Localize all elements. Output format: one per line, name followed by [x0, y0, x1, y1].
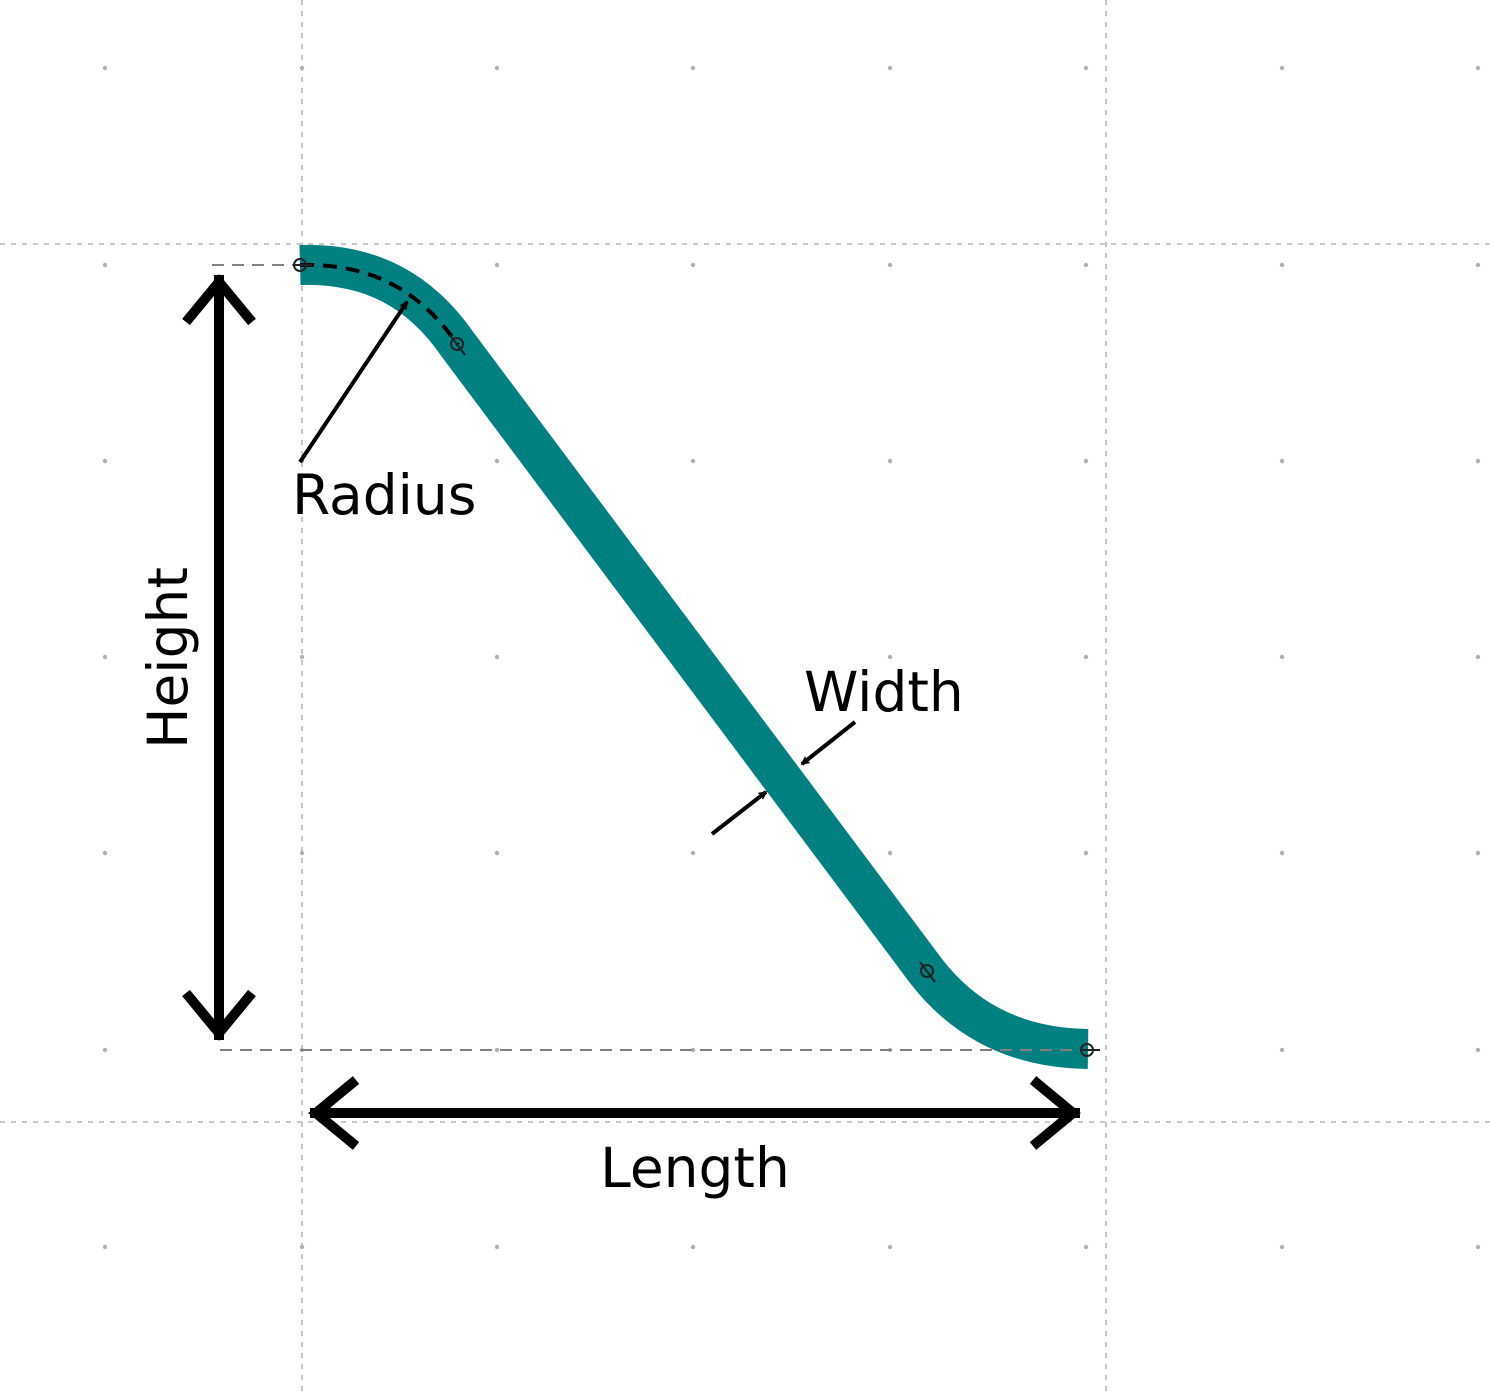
- height-arrow: [182, 274, 256, 1041]
- length-arrow-head-right: [1029, 1076, 1081, 1150]
- control-point-upper-bend-tick: [449, 334, 466, 356]
- grid-dot: [494, 1244, 500, 1250]
- grid-dot: [1475, 458, 1481, 464]
- grid-dot: [494, 262, 500, 268]
- guide-lines: [212, 264, 1100, 1051]
- grid-dot: [494, 1047, 500, 1053]
- grid-dot: [1083, 654, 1089, 660]
- control-point-lower-bend: [920, 964, 934, 978]
- grid-dot: [690, 262, 696, 268]
- grid-dot: [1475, 654, 1481, 660]
- grid-dot: [102, 654, 108, 660]
- width-pointer-upper: [802, 720, 857, 766]
- grid-dot: [887, 262, 893, 268]
- grid-dot: [1279, 262, 1285, 268]
- grid-dot: [1279, 1047, 1285, 1053]
- grid-dot: [1279, 654, 1285, 660]
- grid-dot: [887, 1244, 893, 1250]
- width-label: Width: [804, 660, 964, 724]
- grid-dot: [494, 850, 500, 856]
- grid-dot: [1475, 1047, 1481, 1053]
- control-point-upper-bend: [450, 337, 464, 351]
- grid-dot: [1475, 65, 1481, 71]
- grid-dot: [690, 850, 696, 856]
- control-point-lower-bend-tick: [919, 961, 936, 983]
- height-arrow-head-bottom: [182, 989, 256, 1041]
- grid-dot: [1083, 262, 1089, 268]
- grid-dot: [1475, 850, 1481, 856]
- radius-pointer-arrow: [298, 302, 409, 464]
- grid-dot: [887, 850, 893, 856]
- grid-dot: [1083, 850, 1089, 856]
- grid-dot: [1279, 850, 1285, 856]
- grid-dot: [1083, 458, 1089, 464]
- grid-dot: [1279, 65, 1285, 71]
- grid-dot: [299, 1244, 305, 1250]
- grid-dot: [887, 458, 893, 464]
- grid-dot: [690, 1244, 696, 1250]
- grid-dots: [102, 65, 1481, 1250]
- grid-dot: [299, 65, 305, 71]
- control-points: [293, 258, 1100, 1057]
- grid-dot: [102, 850, 108, 856]
- grid-dot: [299, 654, 305, 660]
- grid-dot: [1279, 458, 1285, 464]
- radius-arc-dashed: [299, 262, 460, 347]
- grid-dot: [1083, 65, 1089, 71]
- width-pointer-lower: [710, 790, 766, 836]
- grid-dot: [494, 654, 500, 660]
- grid-dot: [102, 65, 108, 71]
- grid-dot: [1279, 1244, 1285, 1250]
- grid-dot: [887, 654, 893, 660]
- length-arrow-head-left: [308, 1076, 360, 1150]
- grid-dot: [102, 1047, 108, 1053]
- radius-label: Radius: [292, 463, 476, 527]
- height-arrow-head-top: [182, 274, 256, 326]
- s-bend-track: [299, 244, 1089, 1069]
- grid-dot: [690, 1047, 696, 1053]
- height-label: Height: [136, 567, 200, 749]
- grid-dot: [1475, 262, 1481, 268]
- grid-dot: [494, 458, 500, 464]
- length-label: Length: [600, 1136, 790, 1200]
- grid-dot: [102, 458, 108, 464]
- grid-dot: [299, 850, 305, 856]
- grid-dot: [1083, 1244, 1089, 1250]
- grid-dot: [690, 65, 696, 71]
- grid-dot: [102, 1244, 108, 1250]
- grid-dot: [1475, 1244, 1481, 1250]
- length-arrow: [308, 1076, 1081, 1150]
- grid-dot: [494, 65, 500, 71]
- grid-dot: [887, 65, 893, 71]
- grid-dot: [102, 262, 108, 268]
- grid-dot: [690, 458, 696, 464]
